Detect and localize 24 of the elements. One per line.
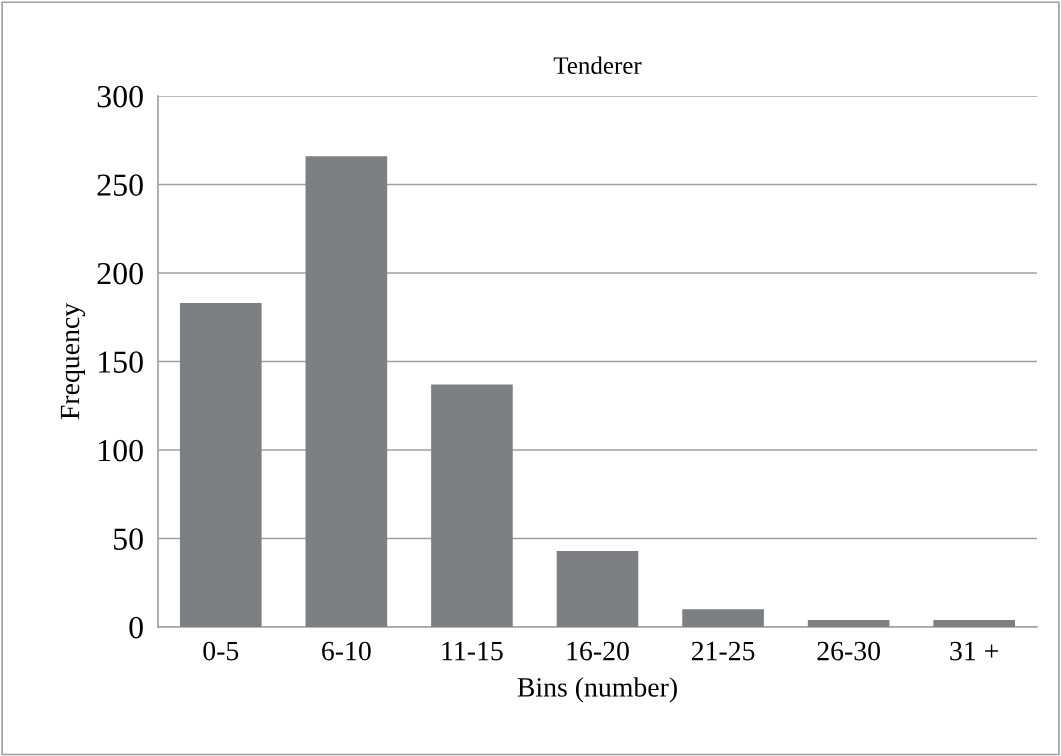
x-axis-title: Bins (number): [517, 677, 677, 703]
x-tick-label: 26-30: [817, 641, 880, 661]
x-tick-label: 16-20: [567, 641, 629, 661]
y-tick-label: 200: [97, 262, 143, 285]
y-tick-label: 150: [99, 351, 143, 373]
y-tick-label: 0: [129, 616, 143, 639]
y-tick-label: 50: [114, 528, 143, 550]
bar: [807, 619, 890, 627]
chart-title: Tenderer: [553, 56, 642, 75]
x-tick-label: 6-10: [322, 641, 371, 661]
y-tick-label: 100: [99, 439, 143, 462]
bar: [179, 303, 262, 627]
y-tick-label: 300: [97, 85, 143, 108]
y-tick-label: 250: [97, 174, 143, 196]
bar: [556, 550, 639, 627]
bar: [305, 156, 388, 627]
bar: [682, 609, 764, 627]
x-tick-label: 11-15: [442, 641, 503, 661]
y-axis-title: Frequency: [60, 302, 86, 420]
x-tick-label: 0-5: [203, 641, 239, 661]
bar: [431, 384, 513, 627]
bar: [933, 619, 1016, 627]
x-tick-label: 31 +: [950, 641, 999, 661]
x-tick-label: 21-25: [691, 641, 755, 661]
